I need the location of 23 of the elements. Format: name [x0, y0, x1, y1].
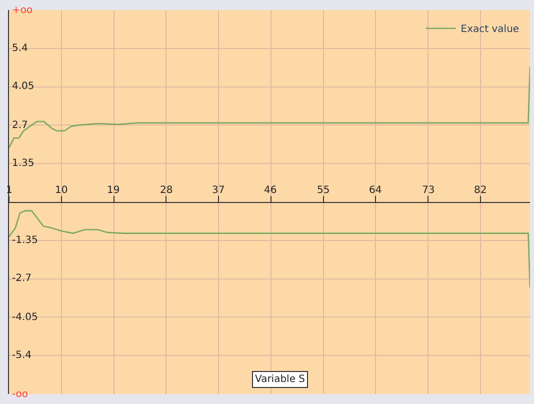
x-tick-label: 19	[107, 185, 120, 196]
x-tick-label: 55	[317, 185, 330, 196]
x-axis-title: Variable S	[255, 374, 306, 385]
x-tick-label: 28	[160, 185, 173, 196]
y-tick-label: 4.05	[12, 81, 34, 92]
y-tick-label: 1.35	[12, 158, 34, 169]
legend-label: Exact value	[460, 24, 520, 36]
y-tick-label: -4.05	[12, 312, 38, 323]
y-tick-label: +oo	[12, 5, 33, 16]
line-series	[9, 210, 530, 288]
y-tick-label: -5.4	[12, 350, 32, 361]
y-tick-label: -1.35	[12, 235, 38, 246]
x-tick-label: 37	[212, 185, 225, 196]
x-tick-label: 73	[422, 185, 435, 196]
y-tick-label: -2.7	[12, 273, 32, 284]
y-tick-label: -oo	[12, 389, 28, 400]
x-tick-label: 46	[264, 185, 277, 196]
y-tick-label: 5.4	[12, 43, 28, 54]
line-series	[9, 66, 530, 148]
x-tick-label: 64	[369, 185, 382, 196]
x-tick-label: 82	[474, 185, 487, 196]
y-tick-label: 2.7	[12, 120, 28, 131]
x-tick-label: 10	[55, 185, 68, 196]
